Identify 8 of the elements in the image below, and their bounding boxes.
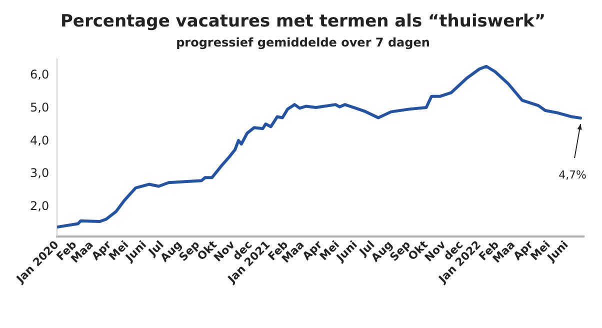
y-tick-label: 6,0 <box>30 67 50 82</box>
chart-subtitle: progressief gemiddelde over 7 dagen <box>176 36 430 50</box>
y-tick-label: 3,0 <box>30 166 50 180</box>
y-tick-label: 4,0 <box>30 133 50 148</box>
y-tick-label: 5,0 <box>30 100 50 114</box>
y-tick-label: 2,0 <box>30 199 50 214</box>
chart-title: Percentage vacatures met termen als “thuiswerk” <box>60 12 546 32</box>
annotation: 4,7% <box>558 168 587 182</box>
